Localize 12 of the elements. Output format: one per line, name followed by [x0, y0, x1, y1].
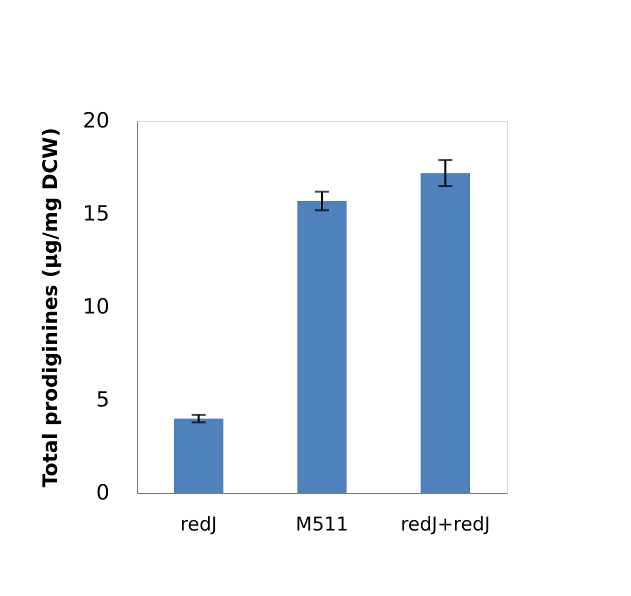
y-tick-label: 15: [82, 202, 110, 226]
bar: [297, 200, 347, 493]
y-tick-label: 0: [96, 480, 110, 504]
y-tick-label: 20: [82, 108, 110, 132]
x-tick-label: redJ: [180, 514, 218, 536]
x-tick-label: M511: [296, 514, 348, 536]
bar: [174, 418, 224, 493]
y-tick-label: 5: [96, 388, 110, 412]
x-tick-label: redJ+redJ: [400, 514, 490, 536]
bar: [420, 173, 470, 493]
y-axis-title: Total prodiginines (µg/mg DCW): [38, 128, 62, 488]
y-tick-label: 10: [82, 294, 110, 318]
